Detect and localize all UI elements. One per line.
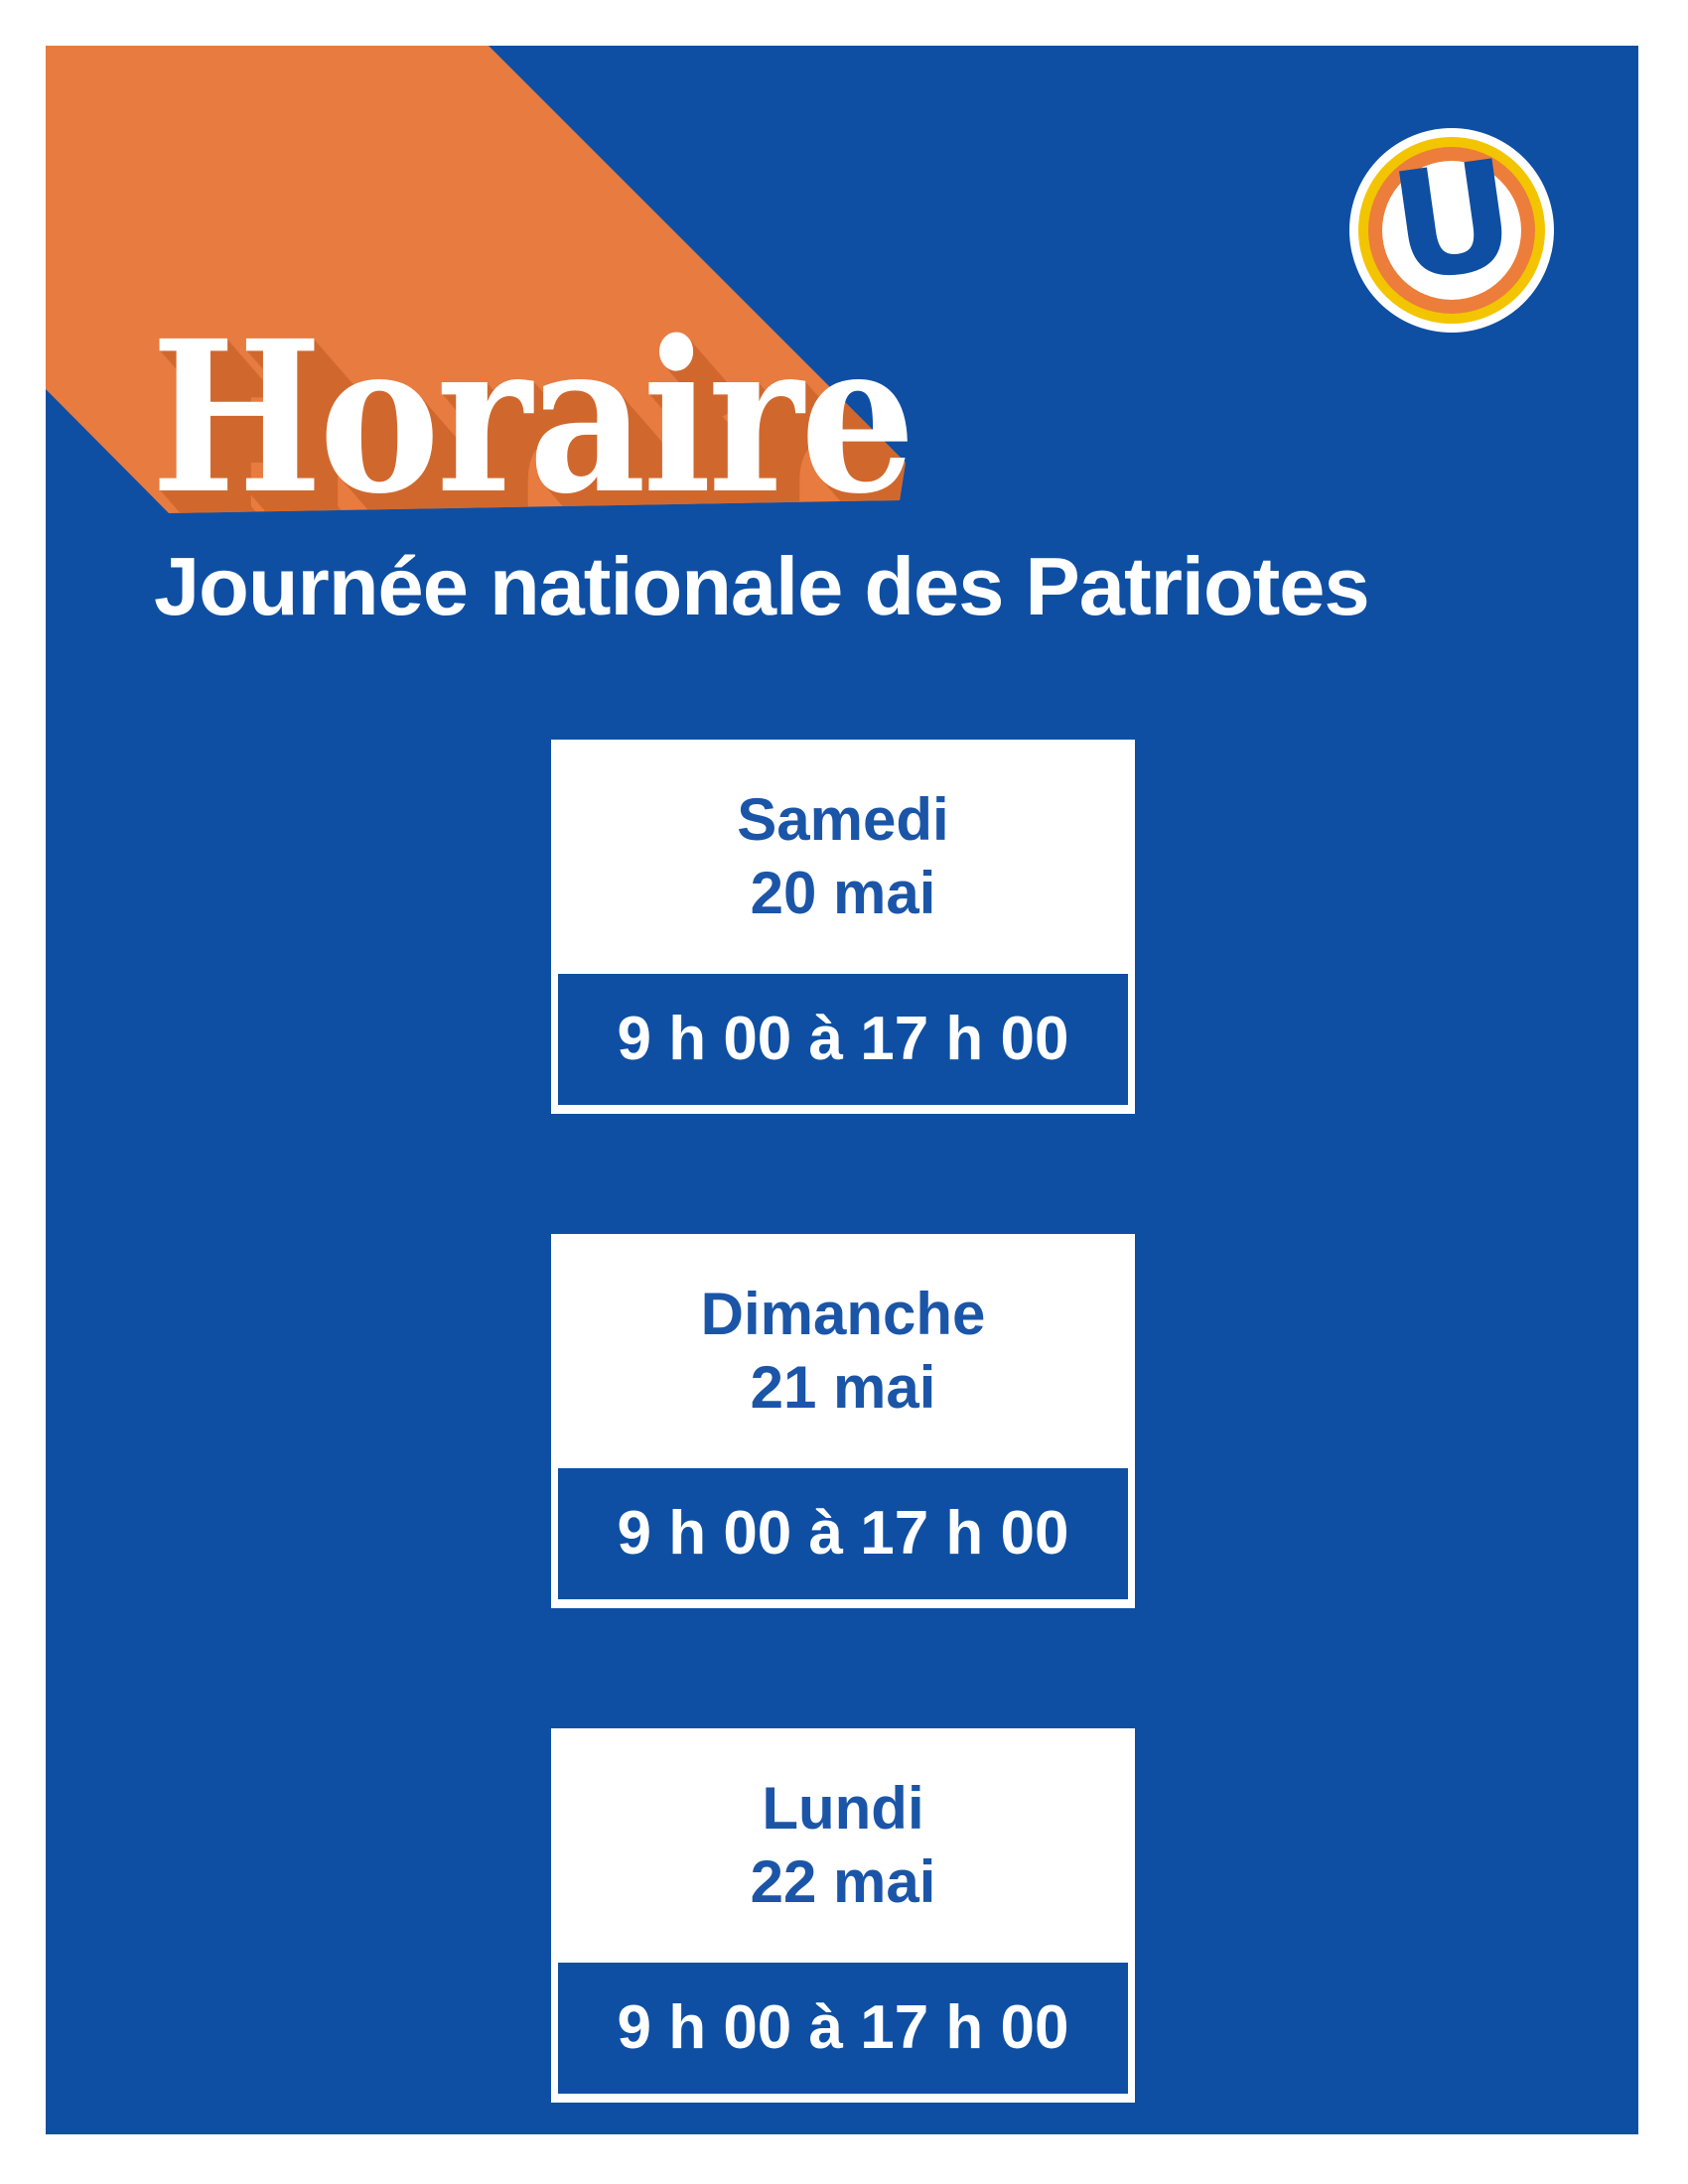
date-label: 20 mai [750,860,936,926]
page-subtitle: Journée nationale des Patriotes [154,540,1370,632]
day-date-label: Samedi 20 mai [551,740,1135,974]
page-title: Horaire [151,295,915,540]
u-brand-logo: U [1349,128,1554,333]
date-label: 21 mai [750,1354,936,1421]
hours-label: 9 h 00 à 17 h 00 [617,1005,1069,1073]
day-label: Lundi [762,1775,924,1842]
logo-u-letter: U [1381,128,1526,317]
logo-inner-white-disc [1382,161,1521,300]
day-date-label: Dimanche 21 mai [551,1234,1135,1468]
hours-bar: 9 h 00 à 17 h 00 [558,1963,1128,2094]
schedule-card-monday: Lundi 22 mai 9 h 00 à 17 h 00 [551,1728,1135,2103]
day-label: Samedi [737,786,949,853]
day-label: Dimanche [700,1281,986,1347]
hours-label: 9 h 00 à 17 h 00 [617,1499,1069,1568]
hours-label: 9 h 00 à 17 h 00 [617,1993,1069,2062]
schedule-card-sunday: Dimanche 21 mai 9 h 00 à 17 h 00 [551,1234,1135,1608]
date-label: 22 mai [750,1848,936,1915]
schedule-card-saturday: Samedi 20 mai 9 h 00 à 17 h 00 [551,740,1135,1114]
hours-bar: 9 h 00 à 17 h 00 [558,1468,1128,1599]
hours-bar: 9 h 00 à 17 h 00 [558,974,1128,1105]
day-date-label: Lundi 22 mai [551,1728,1135,1963]
